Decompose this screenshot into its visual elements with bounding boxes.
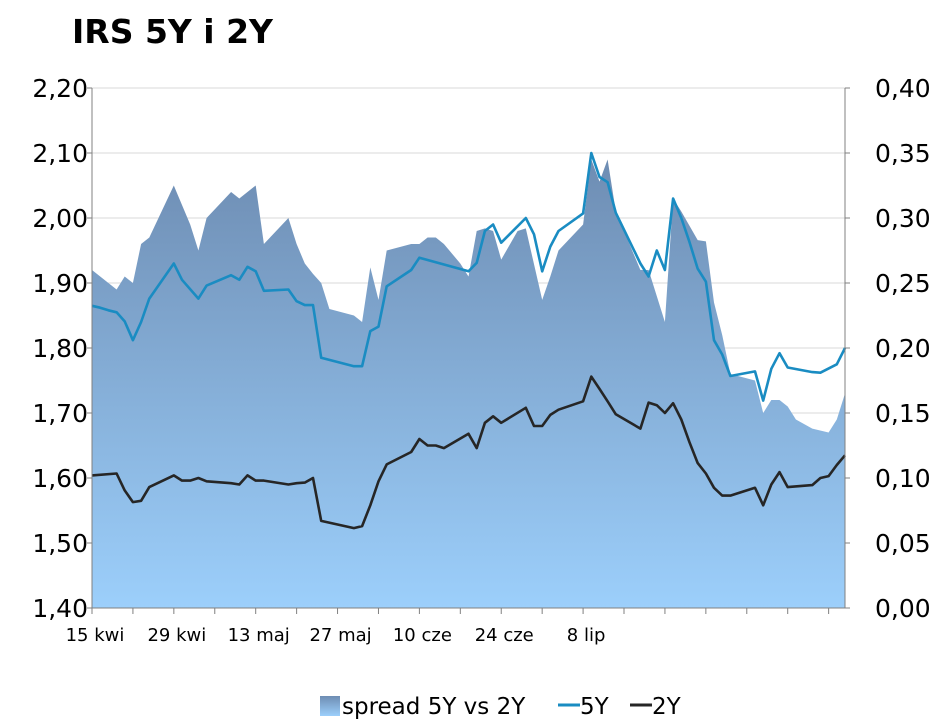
right-axis-tick-label: 0,35	[875, 139, 931, 168]
x-axis-tick-label: 27 maj	[309, 625, 371, 646]
right-axis-tick-label: 0,10	[875, 464, 931, 493]
legend: spread 5Y vs 2Y 5Y 2Y	[320, 694, 682, 720]
right-axis-tick-label: 0,05	[875, 529, 931, 558]
spread-area	[92, 159, 845, 608]
x-axis-tick-label: 13 maj	[228, 625, 290, 646]
x-axis-tick-label: 15 kwi	[66, 625, 125, 646]
x-axis-tick-label: 8 lip	[567, 625, 606, 646]
line-5y	[91, 151, 847, 402]
x-axis-tick-label: 29 kwi	[147, 625, 206, 646]
right-axis-tick-label: 0,40	[875, 74, 931, 103]
left-axis-tick-label: 2,00	[32, 204, 88, 233]
right-axis-tick-label: 0,30	[875, 204, 931, 233]
right-axis-tick-label: 0,25	[875, 269, 931, 298]
chart-title: IRS 5Y i 2Y	[72, 12, 273, 51]
plot-area	[92, 159, 845, 608]
left-axis-tick-label: 1,60	[32, 464, 88, 493]
left-axis-tick-label: 1,80	[32, 334, 88, 363]
left-axis-tick-label: 2,20	[32, 74, 88, 103]
x-axis-tick-label: 10 cze	[393, 625, 452, 646]
legend-swatch-spread	[320, 696, 340, 716]
right-axis-tick-label: 0,15	[875, 399, 931, 428]
x-axis-tick-label: 24 cze	[475, 625, 534, 646]
left-axis-tick-label: 1,70	[32, 399, 88, 428]
left-axis-tick-label: 1,50	[32, 529, 88, 558]
legend-label-spread: spread 5Y vs 2Y	[342, 694, 526, 720]
left-axis-tick-label: 1,90	[32, 269, 88, 298]
legend-label-5y: 5Y	[580, 694, 610, 720]
right-axis-tick-label: 0,20	[875, 334, 931, 363]
left-axis-tick-label: 1,40	[32, 594, 88, 623]
legend-label-2y: 2Y	[652, 694, 682, 720]
axes: 1,40 1,50 1,60 1,70 1,80 1,90 2,00 2,10 2,20 0,00…	[32, 74, 930, 646]
left-axis-tick-label: 2,10	[32, 139, 88, 168]
line-2y	[91, 375, 846, 530]
right-axis-tick-label: 0,00	[875, 594, 931, 623]
line-series	[91, 151, 847, 530]
